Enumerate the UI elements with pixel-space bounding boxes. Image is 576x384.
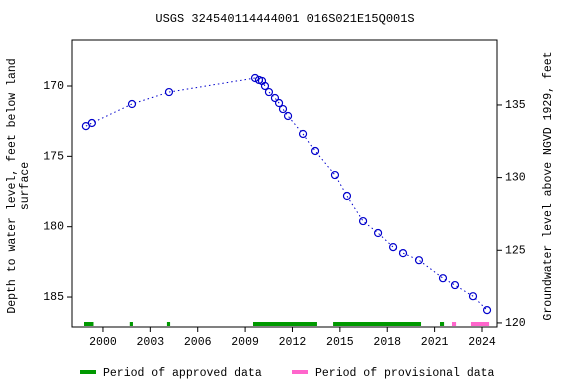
data-point: [388, 242, 398, 252]
data-point: [398, 249, 408, 258]
data-point: [482, 306, 492, 315]
y-axis-label: Depth to water level, feet below land: [6, 58, 19, 313]
y-tick-label: 180: [43, 221, 64, 234]
y-axis-label: surface: [19, 162, 32, 210]
y2-axis-label: Groundwater level above NGVD 1929, feet: [542, 51, 555, 320]
legend-swatch: [80, 370, 96, 374]
y2-tick-label: 120: [505, 317, 526, 330]
plot-frame: [71, 39, 498, 328]
data-point: [270, 93, 280, 103]
data-point: [298, 129, 308, 139]
period-bar: [470, 322, 490, 326]
data-point: [127, 99, 137, 109]
data-point: [414, 256, 424, 265]
period-bar: [252, 322, 317, 326]
x-tick-label: 2000: [89, 336, 117, 349]
data-point: [283, 111, 293, 121]
x-tick-label: 2015: [326, 336, 354, 349]
x-tick-label: 2003: [137, 336, 165, 349]
x-tick-label: 2021: [421, 336, 449, 349]
data-point: [264, 87, 274, 97]
data-point: [250, 73, 260, 83]
x-tick-label: 2009: [231, 336, 259, 349]
y2-tick-label: 130: [505, 172, 526, 185]
period-bar: [451, 322, 457, 326]
y2-tick-label: 125: [505, 244, 526, 257]
y-tick-label: 170: [43, 80, 64, 93]
data-point: [373, 228, 383, 238]
data-point: [278, 104, 288, 114]
x-tick-label: 2006: [184, 336, 212, 349]
data-point: [358, 216, 368, 226]
x-tick-label: 2024: [468, 336, 496, 349]
data-point: [330, 170, 340, 180]
period-bar: [129, 322, 133, 326]
data-point: [450, 280, 460, 290]
data-point: [342, 191, 352, 201]
legend-swatch: [292, 370, 308, 374]
data-line: [85, 77, 488, 311]
period-bar: [439, 322, 445, 326]
period-bar: [333, 322, 422, 326]
legend-label: Period of approved data: [103, 367, 262, 380]
data-point: [438, 274, 448, 283]
y-tick-label: 175: [43, 150, 64, 163]
data-point: [260, 81, 270, 91]
data-point: [310, 146, 320, 156]
x-tick-label: 2012: [279, 336, 307, 349]
data-point: [87, 118, 96, 128]
data-point: [164, 87, 174, 97]
y2-tick-label: 135: [505, 99, 526, 112]
y-tick-label: 185: [43, 291, 64, 304]
data-point: [274, 98, 284, 108]
period-bar: [166, 322, 171, 326]
data-point: [468, 292, 478, 301]
legend-label: Period of provisional data: [315, 367, 495, 380]
x-tick-label: 2018: [373, 336, 401, 349]
chart-title: USGS 324540114444001 016S021E15Q001S: [155, 12, 414, 26]
period-bar: [84, 322, 94, 326]
